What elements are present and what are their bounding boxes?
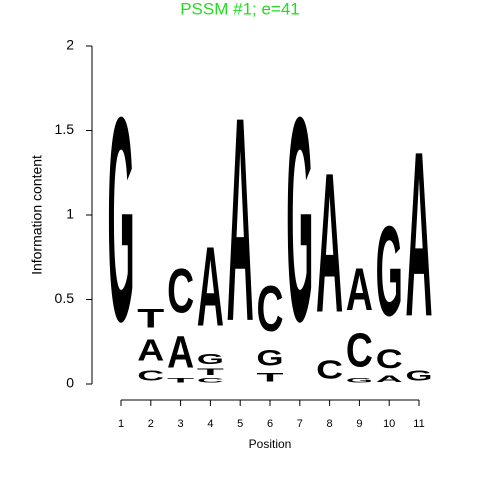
x-tick-label: 11 [413,418,424,430]
logo-letter: C [197,377,224,384]
x-tick-label: 10 [383,418,395,430]
y-axis-label: Information content [29,155,45,275]
x-tick-label: 3 [178,418,184,430]
logo-letter: A [197,223,224,349]
x-axis-label: Position [249,437,292,451]
x-tick-label: 5 [237,418,243,430]
x-tick-label: 1 [118,418,124,430]
logo-letter: C [257,273,284,345]
logo-letter: T [197,367,225,377]
logo-letter: C [316,355,343,384]
y-tick-label: 0.5 [55,290,75,306]
logo-letter: T [257,371,284,384]
logo-letter: C [167,257,194,328]
x-tick-label: 7 [297,418,303,430]
logo-letter: G [376,199,403,342]
logo-letter: A [346,256,373,323]
logo-letter: A [227,56,254,381]
x-tick-label: 4 [207,418,213,430]
y-tick-label: 1 [66,206,74,222]
y-tick-label: 1.5 [55,121,75,137]
logo-letter: G [257,345,284,370]
logo-letter: T [167,377,194,384]
logo-letter: C [346,324,373,378]
logo-letter: G [406,367,433,384]
logo-letter: C [376,343,403,374]
y-tick-label: 0 [66,375,74,391]
logo-letter: A [316,132,343,354]
x-tick-label: 8 [327,418,333,430]
logo-letter: A [167,326,194,377]
logo-letter: C [137,367,164,384]
logo-letter: G [108,56,135,382]
chart-title: PSSM #1; e=41 [180,0,300,18]
x-tick-label: 9 [356,418,362,430]
logo-letter: A [137,334,164,368]
logo-letter: G [286,56,313,382]
logo-letter: G [197,350,224,367]
logo-letter: T [137,303,164,333]
x-tick-label: 2 [148,418,154,430]
y-tick-label: 2 [66,37,74,53]
logo-letter: A [406,102,433,366]
logo-letter: A [376,374,403,384]
logo-letter: G [346,377,373,384]
x-tick-label: 6 [267,418,273,430]
